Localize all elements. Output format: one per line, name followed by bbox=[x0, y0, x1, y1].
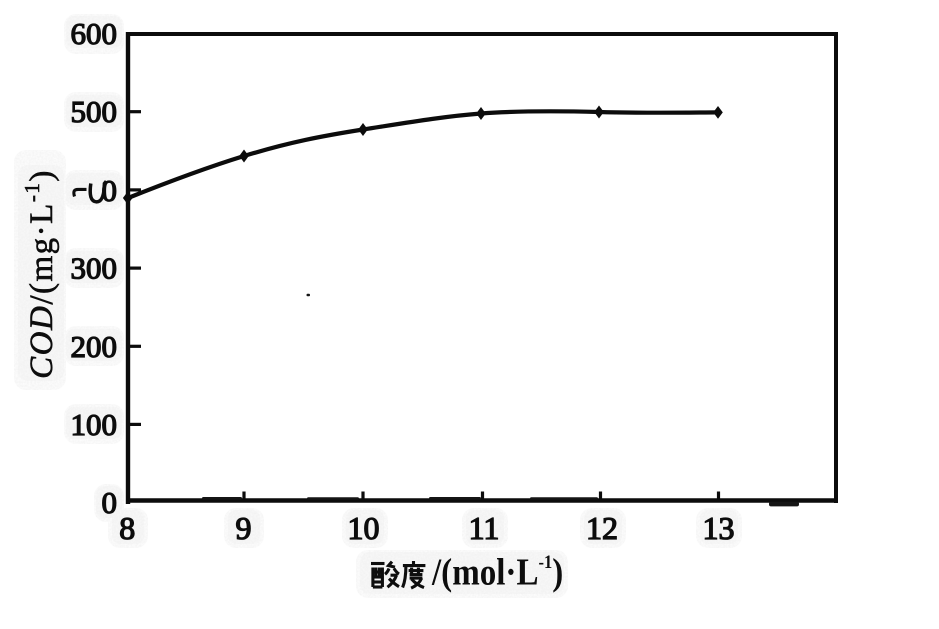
svg-text:13: 13 bbox=[703, 510, 735, 546]
svg-text:600: 600 bbox=[71, 16, 118, 51]
svg-text:9: 9 bbox=[236, 510, 252, 546]
svg-text:300: 300 bbox=[71, 251, 118, 286]
svg-text:500: 500 bbox=[71, 94, 118, 129]
svg-text:11: 11 bbox=[469, 510, 500, 546]
svg-text:0: 0 bbox=[102, 485, 118, 520]
svg-text:100: 100 bbox=[71, 407, 118, 442]
svg-text:COD/(mg·L-1): COD/(mg·L-1) bbox=[20, 169, 60, 379]
svg-text:200: 200 bbox=[71, 329, 118, 364]
svg-text:10: 10 bbox=[348, 510, 380, 546]
svg-text:8: 8 bbox=[119, 510, 135, 546]
svg-text:12: 12 bbox=[586, 510, 618, 546]
